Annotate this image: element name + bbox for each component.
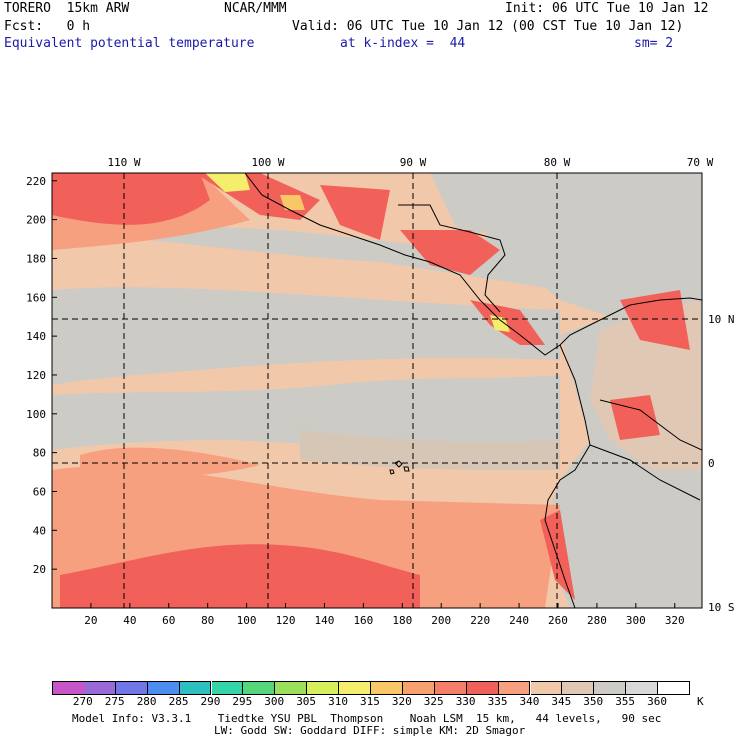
y-tick-label: 160 [26,291,46,304]
colorbar-swatch [211,681,244,695]
colorbar-label: 295 [232,695,253,708]
colorbar-swatch [466,681,499,695]
graticule [52,173,702,608]
lon-label: 90 W [400,156,427,169]
colorbar-label: 350 [583,695,604,708]
y-tick-label: 220 [26,175,46,188]
colorbar-label: 340 [519,695,540,708]
x-tick-label: 180 [392,614,412,627]
lon-label: 110 W [107,156,140,169]
init-time: Init: 06 UTC Tue 10 Jan 12 [505,1,709,16]
colorbar-label: 290 [200,695,221,708]
colorbar-swatch [275,681,308,695]
x-tick-label: 140 [315,614,335,627]
colorbar-swatch [626,681,659,695]
y-tick-label: 120 [26,369,46,382]
colorbar-label: 320 [391,695,412,708]
field-name: Equivalent potential temperature [4,36,255,51]
colorbar-swatch [402,681,435,695]
x-tick-label: 120 [276,614,296,627]
physics-info: LW: Godd SW: Goddard DIFF: simple KM: 2D… [214,724,526,737]
y-tick-label: 100 [26,408,46,421]
colorbar-label: 325 [423,695,444,708]
colorbar-swatch [562,681,595,695]
lat-label: 10 N [708,313,735,326]
x-tick-label: 80 [201,614,214,627]
colorbar-label: 275 [104,695,125,708]
colorbar-unit: K [697,695,704,708]
model-name: TORERO 15km ARW [4,1,130,16]
colorbar-label: 330 [455,695,476,708]
colorbar-swatch [594,681,627,695]
colorbar-label: 335 [487,695,508,708]
theta-e-field [52,173,702,608]
colorbar-swatch [307,681,340,695]
organization: NCAR/MMM [224,1,287,16]
y-tick-label: 40 [33,524,46,537]
y-tick-label: 140 [26,330,46,343]
colorbar-swatch [371,681,403,695]
colorbar-swatch [115,681,148,695]
y-tick-label: 180 [26,252,46,265]
x-tick-label: 300 [626,614,646,627]
y-tick-label: 80 [33,447,46,460]
lon-label: 80 W [544,156,571,169]
colorbar-label: 315 [360,695,380,708]
lat-label: 0 [708,457,715,470]
level-info: at k-index = 44 [340,36,466,51]
colorbar-label: 360 [647,695,667,708]
colorbar-label: 345 [551,695,572,708]
x-tick-label: 200 [431,614,451,627]
map-frame [51,172,703,609]
forecast-hour: Fcst: 0 h [4,19,91,34]
colorbar-label: 285 [168,695,189,708]
x-tick-label: 100 [237,614,257,627]
coastlines [244,173,702,608]
colorbar-swatch [243,681,276,695]
x-tick-label: 40 [123,614,136,627]
smoothing-info: sm= 2 [634,36,674,51]
y-tick-label: 20 [33,563,46,576]
y-tick-label: 60 [33,485,46,498]
lon-label: 100 W [251,156,284,169]
colorbar-swatch [434,681,467,695]
x-tick-label: 240 [509,614,529,627]
lat-label: 10 S [708,601,735,614]
tick-marks [52,180,676,608]
x-tick-label: 280 [587,614,607,627]
x-tick-label: 20 [84,614,97,627]
x-tick-label: 260 [548,614,568,627]
x-tick-label: 160 [353,614,373,627]
colorbar-label: 305 [296,695,317,708]
model-info: Model Info: V3.3.1 Tiedtke YSU PBL Thomp… [72,712,662,725]
colorbar-label: 270 [72,695,93,708]
x-tick-label: 320 [665,614,685,627]
colorbar-swatch [498,681,531,695]
colorbar-label: 300 [264,695,285,708]
y-tick-label: 200 [26,214,46,227]
colorbar-swatch [147,681,180,695]
colorbar-swatch [339,681,371,695]
lon-label: 70 W [687,156,714,169]
colorbar-swatch [52,681,85,695]
colorbar-swatch [530,681,563,695]
colorbar-label: 310 [328,695,348,708]
x-tick-label: 60 [162,614,175,627]
colorbar-label: 280 [136,695,157,708]
colorbar-swatch [83,681,116,695]
colorbar-label: 355 [615,695,636,708]
x-tick-label: 220 [470,614,490,627]
colorbar-swatch [179,681,212,695]
colorbar-swatch [658,681,690,695]
valid-time: Valid: 06 UTC Tue 10 Jan 12 (00 CST Tue … [292,19,684,34]
